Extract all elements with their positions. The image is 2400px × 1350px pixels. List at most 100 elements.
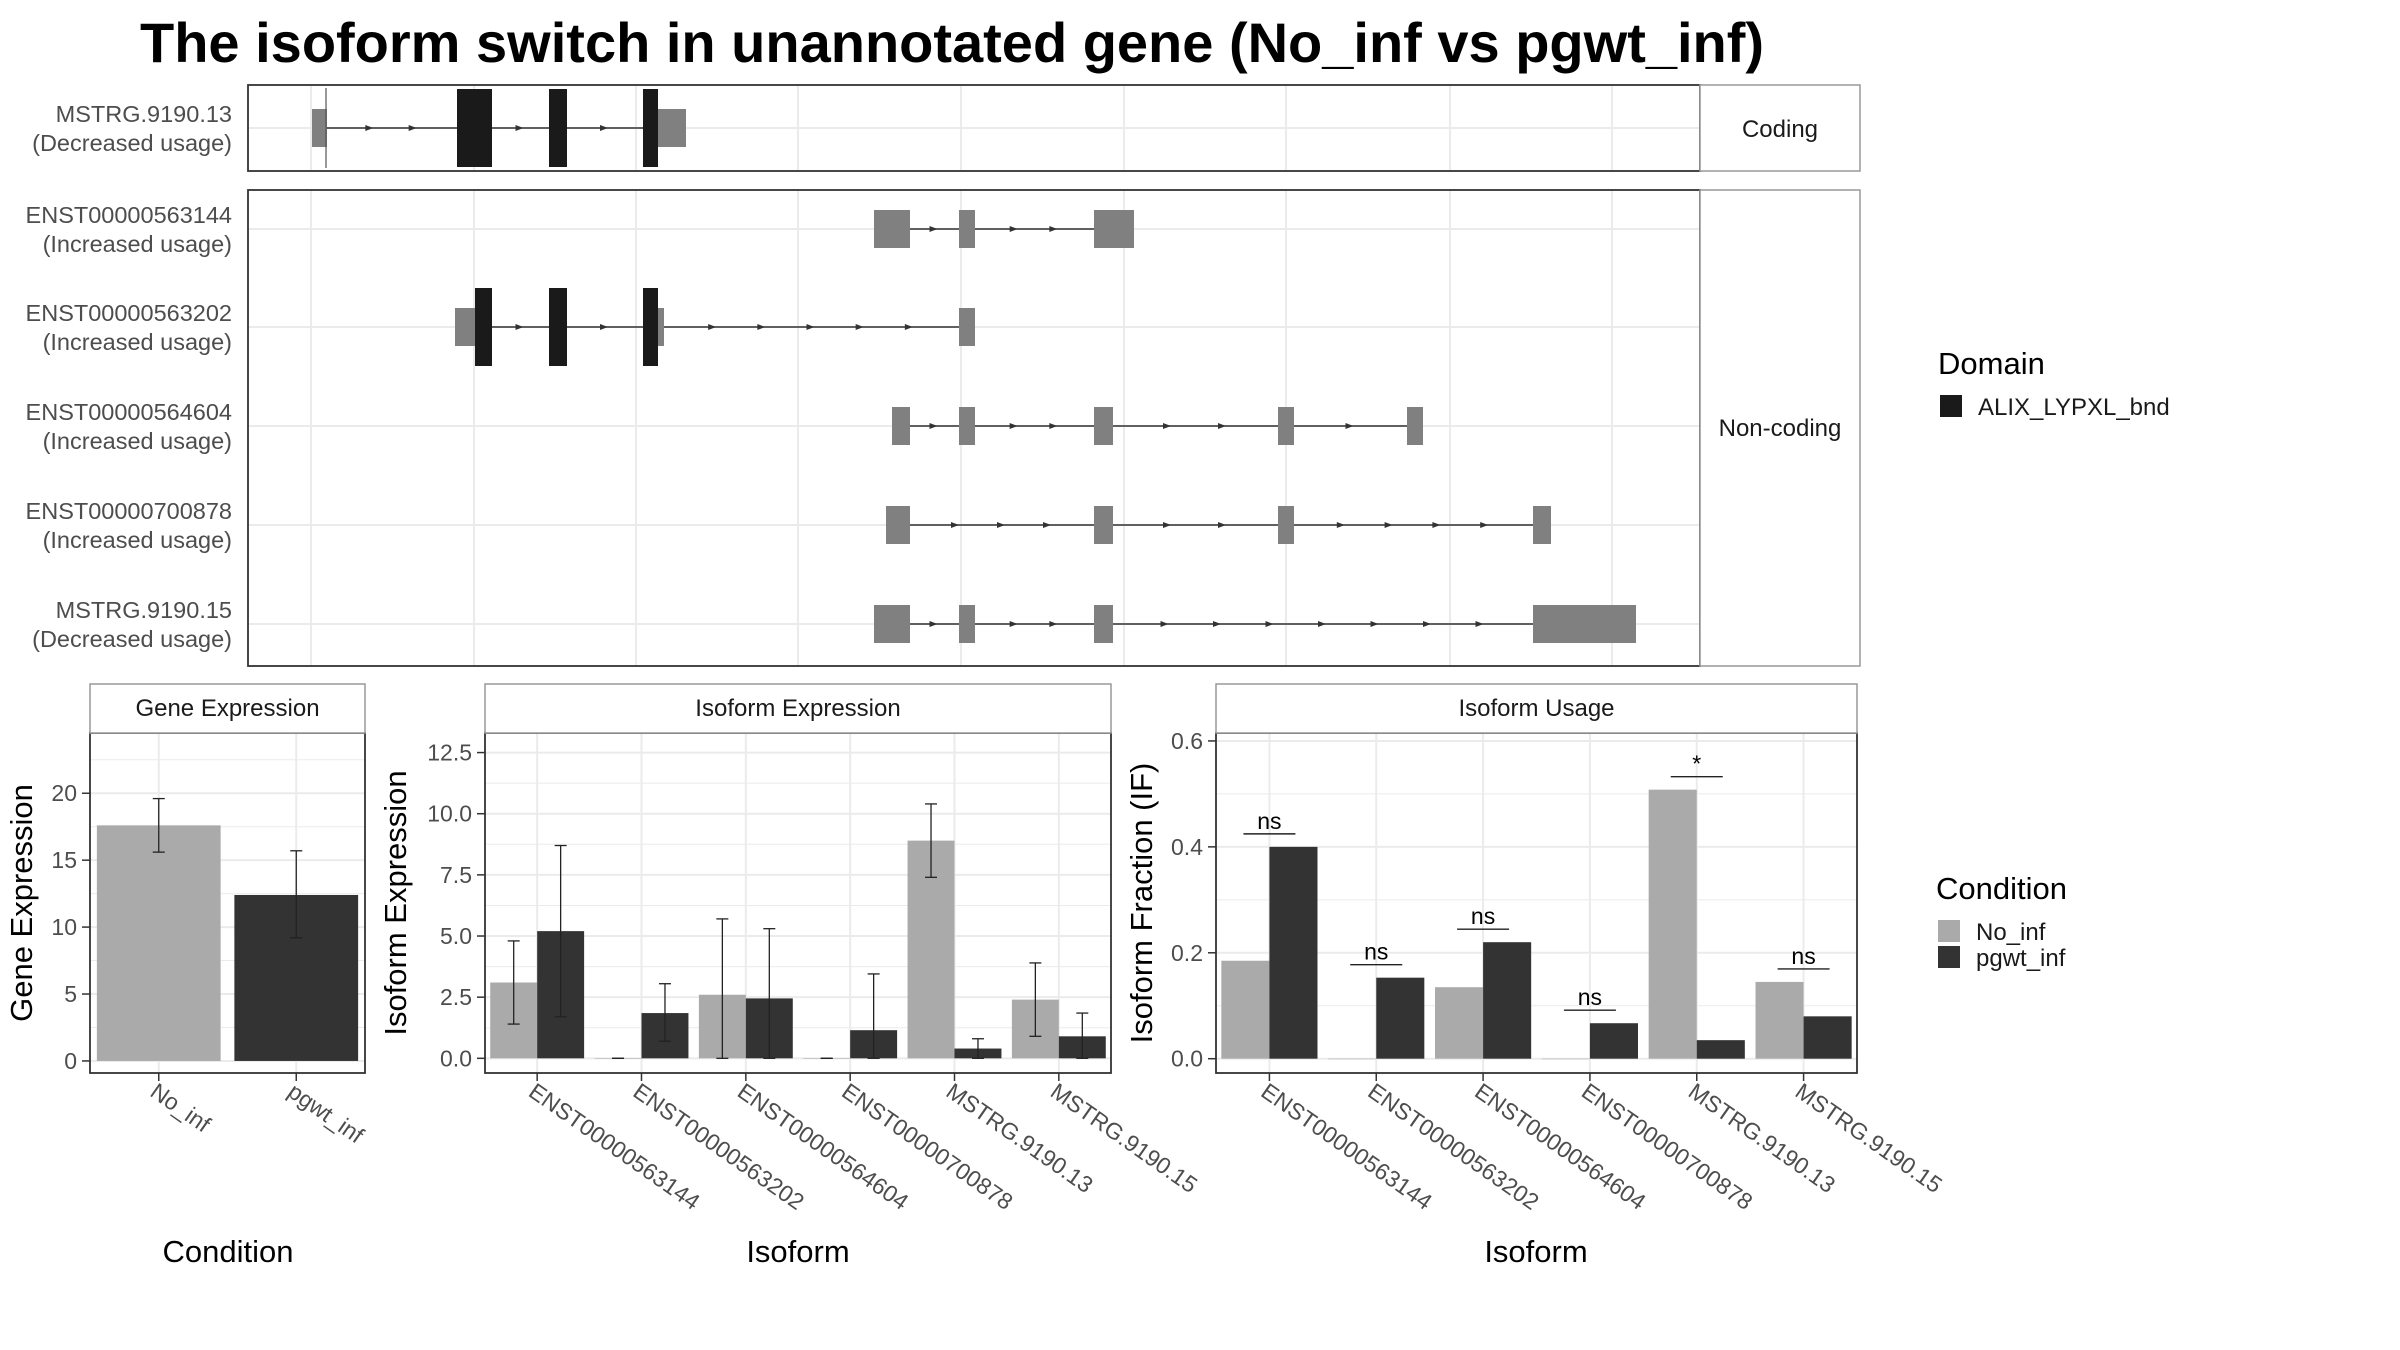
significance-label: ns — [1791, 943, 1815, 969]
transcript-id-label: MSTRG.9190.13 — [56, 101, 232, 127]
intron-arrow — [929, 621, 938, 627]
intron-arrow — [806, 324, 815, 330]
chart-panel-2: ns ns ns ns * ns Isoform Usage 0.0 0.2 0.4 0.6 Isof… — [1124, 683, 1947, 1269]
exon-block — [1094, 407, 1113, 445]
x-tick-label: ENST00000564604 — [733, 1078, 914, 1215]
exon-block — [874, 605, 910, 643]
bar — [1755, 981, 1804, 1059]
domain-exon — [643, 288, 658, 366]
intron-arrow — [1009, 226, 1018, 232]
exon-block — [658, 109, 668, 147]
bar — [1269, 846, 1318, 1059]
x-tick-label: ENST00000700878 — [1577, 1078, 1757, 1215]
bar — [1376, 977, 1425, 1059]
intron-arrow — [757, 324, 766, 330]
exon-block — [1094, 605, 1113, 643]
y-tick-label: 10 — [51, 914, 77, 940]
x-tick-label: ENST00000563202 — [1363, 1078, 1543, 1215]
x-tick-label: No_inf — [146, 1078, 216, 1138]
bar — [1435, 987, 1484, 1059]
chart-panel-0: Gene Expression 0 5 10 15 20 Gene Expression No… — [4, 683, 369, 1269]
y-tick-label: 2.5 — [440, 984, 472, 1010]
significance-label: ns — [1257, 808, 1281, 834]
intron-arrow — [1475, 621, 1484, 627]
y-tick-label: 12.5 — [427, 740, 472, 766]
intron-arrow — [1218, 522, 1226, 528]
figure-title: The isoform switch in unannotated gene (… — [140, 11, 1764, 74]
bar — [1803, 1016, 1852, 1059]
exon-block — [1094, 210, 1134, 248]
exon-block — [1533, 506, 1551, 544]
legend-label-no-inf: No_inf — [1976, 919, 2046, 946]
exon-block — [455, 308, 475, 346]
panel-strip-title: Isoform Expression — [695, 695, 900, 722]
transcript-usage-label: (Increased usage) — [43, 231, 232, 257]
x-axis-title: Condition — [163, 1234, 294, 1269]
transcript-id-label: ENST00000700878 — [26, 498, 232, 524]
significance-label: ns — [1578, 984, 1602, 1010]
transcript-structures — [312, 88, 1636, 643]
transcript-usage-label: (Decreased usage) — [32, 626, 232, 652]
domain-legend-key — [1940, 395, 1962, 417]
x-axis-title: Isoform — [1484, 1234, 1587, 1269]
exon-block — [886, 506, 910, 544]
exon-block — [1533, 605, 1636, 643]
y-tick-label: 0.6 — [1171, 728, 1203, 754]
intron-arrow — [1049, 226, 1058, 232]
legend-label-pgwt-inf: pgwt_inf — [1976, 945, 2066, 972]
coding-strip — [1699, 84, 1861, 172]
domain-exon — [549, 288, 567, 366]
transcript-id-label: ENST00000563144 — [26, 202, 232, 228]
bar — [1648, 789, 1697, 1059]
exon-block — [658, 308, 664, 346]
intron-arrow — [1336, 522, 1345, 528]
y-axis-title: Isoform Expression — [378, 770, 413, 1035]
x-tick-label: pgwt_inf — [283, 1078, 369, 1149]
intron-arrow — [1213, 621, 1221, 627]
condition-legend-title: Condition — [1936, 871, 2067, 906]
exon-block — [1278, 407, 1294, 445]
y-axis-title: Isoform Fraction (IF) — [1124, 763, 1159, 1044]
bar — [1541, 1058, 1590, 1060]
x-tick-label: ENST00000700878 — [837, 1078, 1017, 1215]
exon-block — [1278, 506, 1294, 544]
y-tick-label: 0 — [64, 1048, 77, 1074]
intron-arrow — [1163, 522, 1171, 528]
intron-arrow — [951, 522, 959, 528]
intron-arrow — [600, 125, 608, 131]
intron-arrow — [1384, 522, 1393, 528]
transcript-id-label: ENST00000564604 — [26, 399, 232, 425]
intron-arrow — [1043, 522, 1051, 528]
domain-legend-title: Domain — [1938, 346, 2045, 381]
bar — [96, 825, 221, 1061]
intron-arrow — [1163, 423, 1171, 429]
bar — [1483, 942, 1532, 1059]
exon-block — [668, 109, 686, 147]
exon-block — [959, 308, 975, 346]
transcript-gridlines — [248, 85, 1700, 666]
exon-block — [959, 407, 975, 445]
intron-arrow — [1218, 423, 1226, 429]
intron-arrow — [365, 125, 374, 131]
transcript-usage-label: (Increased usage) — [43, 527, 232, 553]
panel-strip — [484, 683, 1112, 734]
domain-legend: Domain ALIX_LYPXL_bnd — [1938, 346, 2170, 421]
intron-arrow — [1432, 522, 1441, 528]
transcript-row-labels: MSTRG.9190.13 (Decreased usage) ENST000005… — [26, 101, 232, 652]
noncoding-strip-label: Non-coding — [1719, 415, 1842, 442]
noncoding-strip — [1699, 189, 1861, 667]
exon-block — [959, 210, 975, 248]
transcript-usage-label: (Increased usage) — [43, 428, 232, 454]
intron-arrow — [855, 324, 864, 330]
exon-block — [1094, 506, 1113, 544]
y-tick-label: 5.0 — [440, 923, 472, 949]
domain-legend-label: ALIX_LYPXL_bnd — [1978, 394, 2170, 421]
y-tick-label: 5 — [64, 981, 77, 1007]
intron-arrow — [1480, 522, 1489, 528]
x-tick-label: ENST00000563144 — [524, 1078, 705, 1215]
y-tick-label: 7.5 — [440, 862, 472, 888]
y-tick-label: 0.0 — [1171, 1046, 1203, 1072]
y-tick-label: 0.4 — [1171, 834, 1203, 860]
y-tick-label: 0.2 — [1171, 940, 1203, 966]
